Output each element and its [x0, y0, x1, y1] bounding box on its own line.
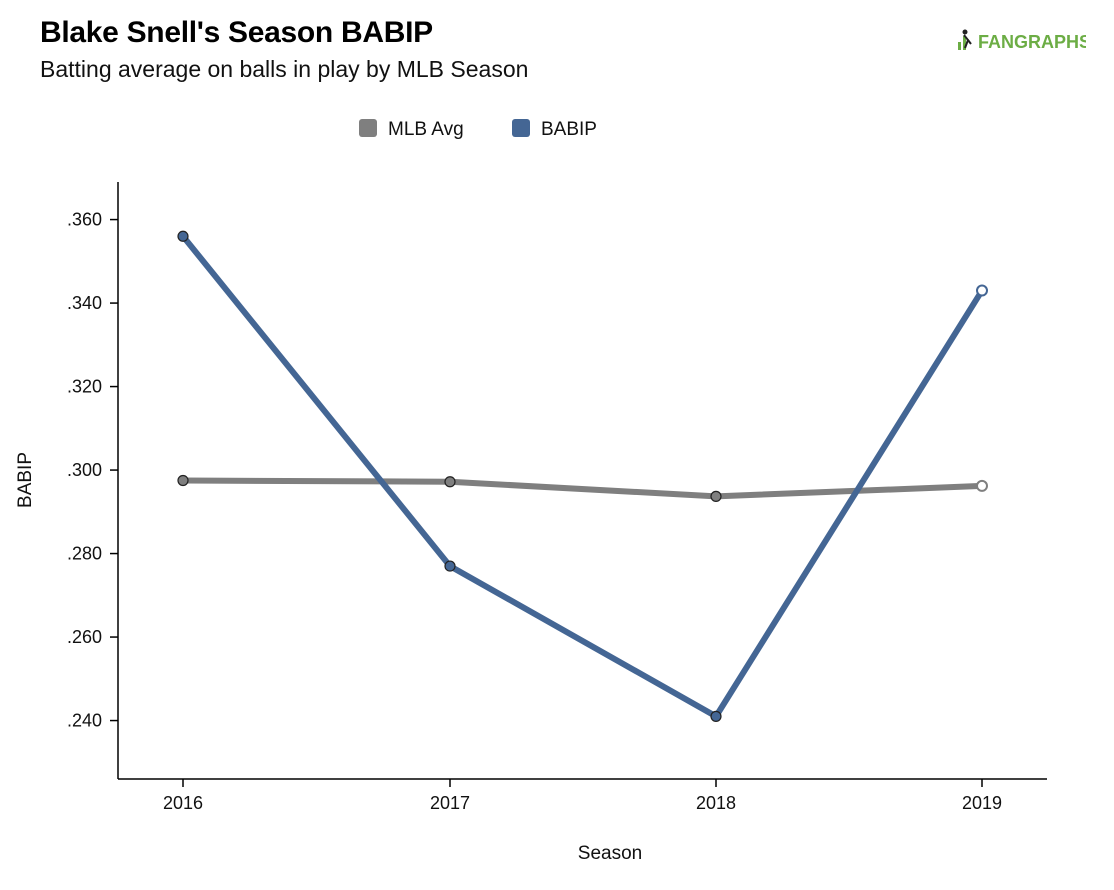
x-ticks: 2016 2017 2018 2019 — [163, 779, 1002, 813]
series-babip — [177, 230, 988, 722]
chart-subtitle: Batting average on balls in play by MLB … — [40, 56, 529, 82]
axes — [117, 182, 1047, 780]
x-tick-label: 2018 — [696, 793, 736, 813]
legend: MLB Avg BABIP — [359, 119, 597, 140]
logo-text: FANGRAPHS — [978, 32, 1086, 52]
data-point[interactable] — [177, 474, 189, 487]
y-tick-label: .340 — [67, 293, 102, 313]
y-tick-label: .280 — [67, 544, 102, 564]
legend-swatch — [512, 119, 530, 137]
legend-swatch — [359, 119, 377, 137]
x-axis-title: Season — [578, 843, 642, 864]
data-point[interactable] — [444, 560, 456, 572]
chart-title: Blake Snell's Season BABIP — [40, 16, 433, 49]
data-point[interactable] — [710, 490, 722, 502]
fangraphs-logo: FANGRAPHS — [958, 29, 1086, 52]
y-tick-label: .320 — [67, 377, 102, 397]
y-tick-label: .360 — [67, 210, 102, 230]
y-tick-label: .240 — [67, 711, 102, 731]
data-point[interactable] — [710, 710, 722, 722]
data-point[interactable] — [976, 284, 988, 297]
series-line — [180, 234, 985, 720]
data-point[interactable] — [444, 476, 456, 488]
series-mlb-avg — [177, 474, 988, 502]
data-point[interactable] — [976, 479, 988, 492]
legend-label[interactable]: BABIP — [541, 119, 597, 140]
legend-label[interactable]: MLB Avg — [388, 119, 464, 140]
data-point[interactable] — [177, 230, 189, 242]
y-ticks: .240 .260 .280 .300 .320 .340 .360 — [67, 210, 118, 731]
y-tick-label: .300 — [67, 460, 102, 480]
x-tick-label: 2017 — [430, 793, 470, 813]
series-line — [182, 477, 983, 500]
x-tick-label: 2019 — [962, 793, 1002, 813]
x-tick-label: 2016 — [163, 793, 203, 813]
y-tick-label: .260 — [67, 627, 102, 647]
series-group — [177, 230, 988, 722]
y-axis-title: BABIP — [15, 452, 36, 508]
